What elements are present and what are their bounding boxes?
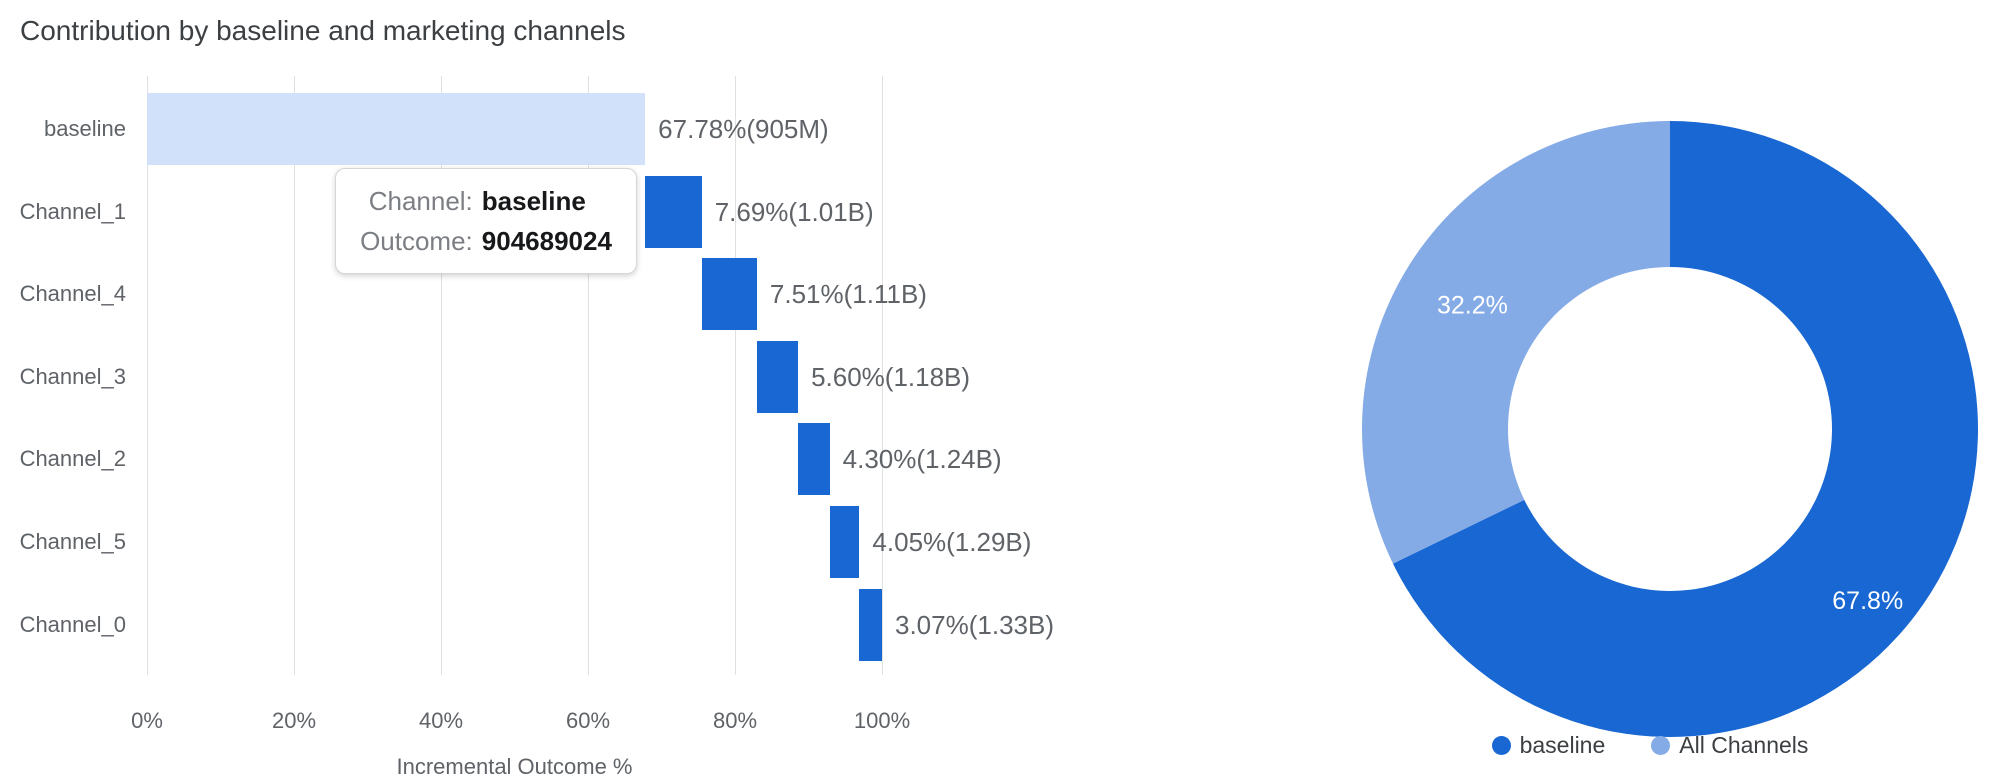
legend-item-label: All Channels: [1679, 731, 1809, 758]
bar-value-label: 5.60%(1.18B): [811, 361, 971, 392]
legend: baseline All Channels: [1320, 729, 1980, 761]
gridline: [294, 76, 295, 675]
tooltip: Channel: baseline Outcome: 904689024: [335, 168, 637, 274]
x-axis-title: Incremental Outcome %: [396, 754, 633, 779]
chart-title: Contribution by baseline and marketing c…: [20, 15, 626, 46]
legend-item-label: baseline: [1519, 731, 1606, 758]
bar-value-label: 7.51%(1.11B): [769, 279, 927, 310]
waterfall-bar-channel_5[interactable]: [829, 506, 860, 578]
bar-value-label: 4.30%(1.24B): [842, 444, 1002, 475]
x-tick-label: 20%: [271, 708, 317, 733]
gridline: [441, 76, 442, 675]
y-category-label: Channel_0: [19, 611, 126, 637]
gridline: [735, 76, 736, 675]
legend-color-dot: [1491, 735, 1511, 755]
bar-value-label: 4.05%(1.29B): [872, 527, 1032, 557]
donut-chart: 67.8% 32.2%: [1361, 121, 1978, 738]
y-category-label: Channel_4: [19, 281, 126, 307]
legend-item-baseline[interactable]: baseline: [1491, 731, 1606, 759]
gridline: [882, 76, 883, 675]
x-tick-label: 60%: [565, 708, 611, 733]
y-category-label: Channel_5: [19, 529, 126, 554]
y-category-label: Channel_2: [19, 446, 126, 472]
waterfall-bar-channel_3[interactable]: [756, 340, 799, 413]
legend-item-all-channels[interactable]: All Channels: [1651, 732, 1808, 759]
donut-slice-baseline[interactable]: [1392, 121, 1978, 738]
bar-value-label: 3.07%(1.33B): [895, 609, 1054, 640]
waterfall-bar-channel_0[interactable]: [859, 588, 882, 661]
waterfall-bar-channel_4[interactable]: [701, 258, 757, 331]
tooltip-channel-label: Channel:: [368, 186, 473, 216]
tooltip-outcome-label: Outcome:: [360, 226, 473, 256]
bar-value-label: 7.69%(1.01B): [714, 196, 874, 227]
donut-slice-all-channels[interactable]: [1361, 121, 1670, 564]
x-tick-label: 0%: [131, 708, 163, 733]
x-tick-label: 40%: [418, 708, 464, 733]
waterfall-bar-channel_2[interactable]: [798, 423, 830, 496]
x-tick-label: 100%: [853, 708, 911, 733]
x-tick-label: 80%: [712, 708, 758, 733]
donut-slice-label: 32.2%: [1437, 292, 1508, 320]
gridline: [147, 76, 148, 675]
waterfall-chart: 0% 20% 40% 60% 80% 100% baseline 67.78%(905M) Ch…: [19, 76, 1054, 733]
donut-slice-label: 67.8%: [1832, 587, 1903, 615]
y-category-label: Channel_1: [19, 198, 126, 224]
y-category-label: Channel_3: [19, 363, 126, 389]
gridline: [588, 76, 589, 675]
y-category-label: baseline: [44, 116, 126, 141]
legend-color-dot: [1651, 735, 1671, 755]
waterfall-bar-baseline[interactable]: [147, 93, 646, 165]
tooltip-outcome-value: 904689024: [481, 226, 612, 256]
bar-value-label: 67.78%(905M): [658, 114, 829, 144]
tooltip-channel-value: baseline: [481, 186, 586, 216]
waterfall-bar-channel_1[interactable]: [645, 175, 702, 248]
